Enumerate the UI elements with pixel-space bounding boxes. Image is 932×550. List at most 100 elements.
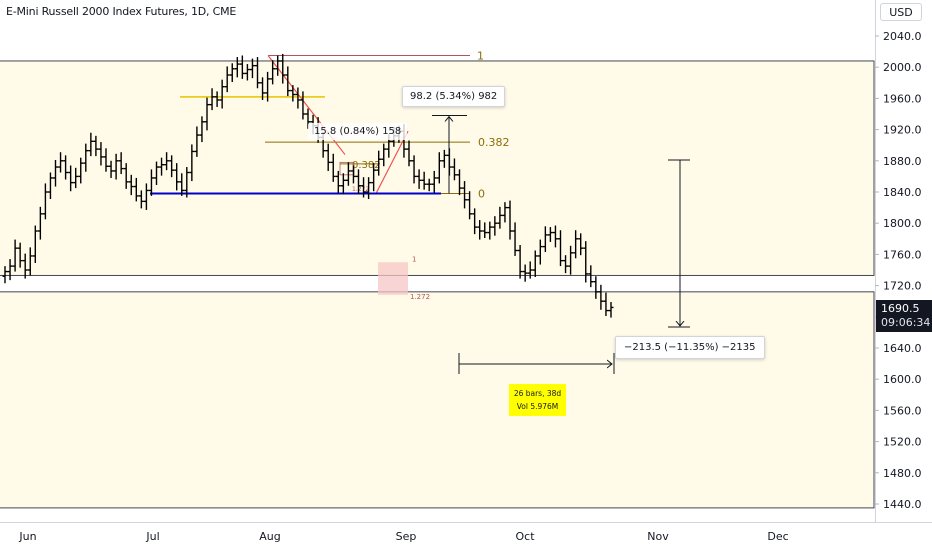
ohlc-bar [350,165,356,184]
ohlc-bar [275,55,281,76]
ohlc-bar [381,143,387,167]
ohlc-bar [93,135,99,157]
fib-ext-1-label: 1 [412,256,416,264]
month-label: Nov [647,530,669,543]
ohlc-bar [27,247,33,276]
ohlc-bar [598,284,604,310]
ohlc-bar [204,97,210,131]
currency-selector[interactable]: USD [880,3,922,21]
price-tick-label: 1880.0 [883,155,922,168]
ohlc-bar [143,183,149,210]
ohlc-bar [558,230,563,267]
ohlc-bar [189,144,195,182]
price-tick-label: 1480.0 [883,467,922,480]
pullback-measure-label: 15.8 (0.84%) 158 [308,123,408,140]
ohlc-bar [416,169,422,189]
ohlc-bar [295,87,301,109]
month-label: Dec [767,530,788,543]
ohlc-bar [239,55,245,79]
ohlc-bar [234,57,240,78]
ohlc-bar [573,230,579,259]
ohlc-bar [199,116,205,143]
rally-measure-label: 98.2 (5.34%) 982 [402,86,506,107]
candles-layer [2,53,614,318]
ohlc-bar [285,66,291,97]
ohlc-bar [270,60,276,85]
ohlc-bar [300,91,306,120]
ohlc-bar [138,190,144,209]
ohlc-bar [22,253,28,279]
ohlc-bar [371,163,377,192]
ohlc-bar [164,152,170,171]
ohlc-bar [335,170,341,193]
ohlc-bar [507,200,513,240]
price-tick-label: 1920.0 [883,124,922,137]
ohlc-bar [37,206,43,240]
ohlc-bar [406,140,412,167]
ohlc-bar [431,170,437,193]
ohlc-bar [497,206,503,229]
ohlc-bar [593,276,599,299]
fib-extension-box [378,262,408,295]
ohlc-bar [133,177,139,202]
ohlc-bar [265,71,271,102]
ohlc-bar [457,169,462,196]
ohlc-bar [174,163,180,191]
ohlc-bar [219,79,225,109]
measures-layer [432,115,690,374]
ohlc-bar [280,53,286,84]
ohlc-bar [517,245,523,279]
price-tick-label: 2000.0 [883,61,922,74]
ohlc-bar [255,57,260,89]
ohlc-bar [512,222,518,256]
ohlc-bar [42,183,48,220]
ohlc-bar [73,167,79,189]
price-tick-label: 1600.0 [883,373,922,386]
ohlc-bar [17,242,23,268]
chart-title: E-Mini Russell 2000 Index Futures, 1D, C… [6,5,237,18]
price-tick-label: 1560.0 [883,404,922,417]
ohlc-bar [290,85,296,102]
ohlc-bar [552,225,558,248]
ohlc-bar [229,63,235,83]
ohlc-bar [361,177,367,198]
ohlc-bar [53,160,58,187]
ohlc-bar [123,163,129,189]
fib-ext-1272-label: 1.272 [410,293,430,301]
ohlc-bar [249,58,255,79]
ohlc-bar [209,88,215,111]
time-axis: Jun Jul Aug Sep Oct Nov Dec [0,522,932,543]
ohlc-bar [148,169,154,196]
price-tick-label: 1960.0 [883,92,922,105]
fib-inner-0382-label: 0.382 [352,160,381,171]
ohlc-bar [184,167,190,198]
ohlc-bar [325,143,331,171]
month-label: Oct [515,530,535,543]
price-tick-label: 1720.0 [883,280,922,293]
ohlc-bar [47,172,53,200]
ohlc-bar [482,222,488,239]
price-tick-label: 1640.0 [883,342,922,355]
price-tick-label: 1440.0 [883,498,922,511]
ohlc-bar [588,265,594,288]
last-price: 1690.5 [881,302,920,315]
month-label: Sep [396,530,417,543]
month-label: Jun [18,530,36,543]
last-price-tag: 1690.5 09:06:34 [876,300,932,332]
ohlc-bar [542,226,548,253]
ohlc-bar [78,157,84,184]
ohlc-bar [88,132,94,157]
ohlc-bar [451,158,457,181]
ohlc-bar [58,152,64,173]
ohlc-bar [68,165,74,192]
ohlc-bar [487,221,493,240]
ohlc-bar [63,155,69,180]
ohlc-bar [462,181,468,209]
ohlc-bar [603,292,609,317]
ohlc-bar [583,241,589,283]
ohlc-bar [108,160,114,178]
zones-layer [0,60,875,509]
ohlc-bar [472,208,478,235]
drop-measure-label: −213.5 (−11.35%) −2135 [615,336,765,359]
